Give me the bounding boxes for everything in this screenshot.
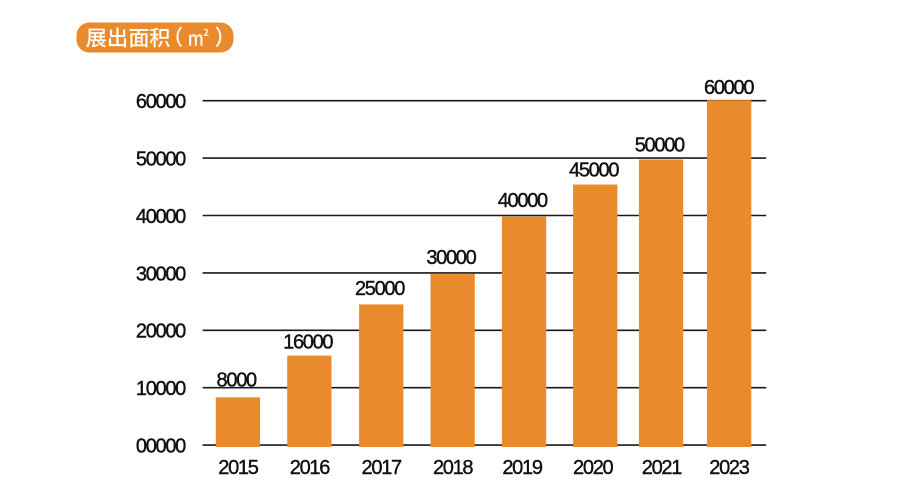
svg-text:60000: 60000 <box>704 77 754 99</box>
svg-text:2023: 2023 <box>709 457 749 479</box>
svg-text:20000: 20000 <box>136 321 186 343</box>
svg-text:2017: 2017 <box>362 457 402 479</box>
svg-text:40000: 40000 <box>136 206 186 228</box>
svg-text:25000: 25000 <box>355 278 405 300</box>
svg-text:30000: 30000 <box>426 247 476 269</box>
svg-text:2016: 2016 <box>290 457 330 479</box>
svg-text:40000: 40000 <box>498 190 548 212</box>
svg-text:16000: 16000 <box>283 332 333 354</box>
svg-text:50000: 50000 <box>136 149 186 171</box>
svg-text:2019: 2019 <box>502 457 542 479</box>
svg-text:8000: 8000 <box>217 370 257 392</box>
svg-text:50000: 50000 <box>635 135 685 157</box>
svg-text:2018: 2018 <box>433 457 473 479</box>
svg-text:2015: 2015 <box>218 457 258 479</box>
svg-text:2021: 2021 <box>642 457 682 479</box>
svg-text:45000: 45000 <box>569 159 619 181</box>
svg-text:10000: 10000 <box>136 378 186 400</box>
svg-text:00000: 00000 <box>136 436 186 458</box>
svg-text:30000: 30000 <box>136 263 186 285</box>
svg-text:60000: 60000 <box>136 91 186 113</box>
svg-text:2020: 2020 <box>573 457 613 479</box>
